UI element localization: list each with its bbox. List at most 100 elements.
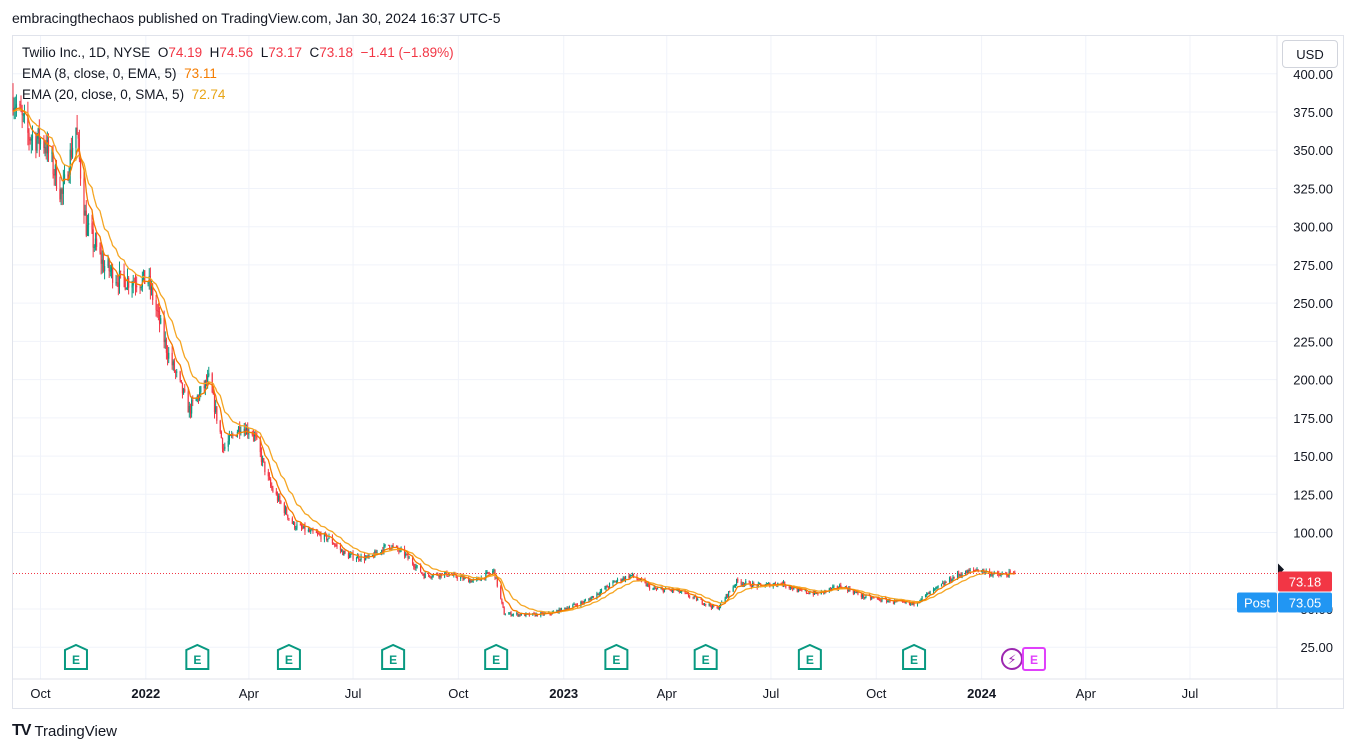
candle-body: [339, 545, 342, 551]
ema20-legend[interactable]: EMA (20, close, 0, SMA, 5) 72.74: [22, 87, 225, 102]
candle-body: [67, 174, 69, 181]
candle-body: [219, 420, 221, 432]
candle-body: [880, 600, 882, 602]
candle-body: [893, 600, 896, 603]
candle-body: [395, 545, 398, 547]
candle-body: [416, 565, 418, 567]
y-tick-label: 150.00: [1293, 449, 1333, 464]
post-tag: [1237, 592, 1277, 613]
candle-body: [700, 599, 702, 601]
candle-body: [628, 576, 630, 579]
candle-body: [456, 577, 458, 579]
candle-body: [753, 582, 755, 585]
candle-body: [125, 288, 127, 290]
earnings-marker-icon: [797, 643, 822, 670]
candle-body: [365, 557, 367, 561]
tradingview-logo[interactable]: TV TradingView: [12, 722, 117, 740]
candle-body: [573, 603, 575, 605]
x-tick-label: Oct: [866, 686, 887, 701]
candle-body: [999, 575, 1001, 577]
candle-body: [343, 550, 345, 556]
candle-body: [804, 590, 806, 592]
candle-body: [510, 612, 512, 616]
candle-body: [813, 591, 816, 595]
candle-body: [929, 591, 931, 594]
candle-body: [286, 508, 288, 515]
candle-body: [927, 592, 929, 594]
candle-body: [261, 458, 264, 462]
candle-body: [655, 588, 658, 590]
candle-body: [790, 586, 793, 589]
candle-body: [320, 534, 322, 540]
candle-body: [360, 555, 362, 560]
candle-body: [887, 600, 889, 603]
candle-body: [793, 587, 795, 590]
candle-body: [342, 549, 344, 556]
candle-body: [565, 607, 567, 610]
candle-body: [120, 270, 122, 272]
candle-body: [558, 608, 560, 613]
candle-body: [630, 575, 632, 577]
candle-body: [13, 108, 15, 112]
candle-body: [968, 570, 970, 572]
candle-body: [604, 588, 606, 590]
candle-body: [792, 588, 794, 590]
candle-body: [196, 395, 198, 399]
candle-body: [358, 555, 360, 560]
candle-body: [910, 603, 912, 605]
candle-body: [248, 433, 250, 435]
y-tick-label: 375.00: [1293, 105, 1333, 120]
earnings-marker-icon: [276, 643, 301, 670]
candle-body: [463, 577, 465, 580]
candle-body: [686, 593, 688, 595]
candle-body: [669, 589, 671, 591]
currency-button[interactable]: USD: [1282, 40, 1338, 68]
candle-body: [256, 436, 258, 439]
candle-body: [419, 565, 422, 573]
candle-body: [592, 596, 595, 598]
symbol-legend[interactable]: Twilio Inc., 1D, NYSE O74.19 H74.56 L73.…: [22, 45, 454, 60]
candle-body: [921, 596, 923, 600]
candle-body: [737, 578, 739, 582]
candle-body: [387, 544, 390, 546]
candle-body: [188, 405, 190, 413]
candle-body: [446, 571, 448, 576]
candle-body: [952, 577, 954, 581]
candle-body: [727, 591, 730, 597]
earnings-marker-icon-label: E: [910, 653, 918, 667]
candle-body: [889, 599, 891, 603]
candle-body: [422, 573, 424, 575]
candle-body: [581, 601, 583, 603]
candle-body: [879, 598, 881, 601]
candle-body: [278, 495, 280, 501]
chart-frame[interactable]: [12, 35, 1344, 709]
candle-body: [115, 282, 117, 284]
candle-body: [15, 104, 18, 108]
candle-body: [566, 608, 568, 610]
candle-body: [710, 606, 713, 609]
y-tick-label: 25.00: [1300, 640, 1333, 655]
candle-body: [748, 581, 750, 583]
candle-body: [432, 574, 434, 577]
candle-body: [30, 138, 32, 141]
candle-body: [936, 586, 938, 588]
candle-body: [756, 584, 758, 588]
candle-body: [221, 438, 224, 449]
candle-body: [684, 590, 686, 593]
ema8-legend[interactable]: EMA (8, close, 0, EMA, 5) 73.11: [22, 66, 217, 81]
candle-body: [63, 174, 66, 181]
candle-body: [112, 266, 114, 283]
candle-body: [945, 582, 947, 584]
low-value: 73.17: [268, 45, 303, 60]
candle-body: [892, 602, 895, 604]
earnings-marker-icon: [604, 643, 629, 670]
candle-body: [853, 591, 856, 594]
earnings-marker-icon: [693, 643, 718, 670]
candle-body: [283, 503, 285, 513]
candle-body: [86, 224, 89, 236]
candle-body: [654, 587, 656, 589]
candle-body: [229, 435, 232, 437]
candle-body: [981, 571, 983, 573]
candle-body: [355, 558, 358, 560]
